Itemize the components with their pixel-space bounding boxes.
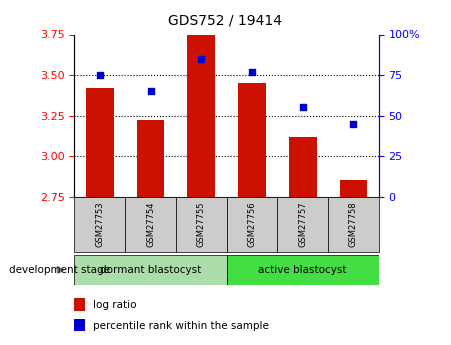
Bar bbox=[125, 197, 176, 252]
Bar bbox=[238, 83, 266, 197]
Text: dormant blastocyst: dormant blastocyst bbox=[100, 265, 201, 275]
Bar bbox=[226, 255, 379, 285]
Bar bbox=[328, 197, 379, 252]
Text: GSM27758: GSM27758 bbox=[349, 201, 358, 247]
Text: GSM27756: GSM27756 bbox=[248, 201, 257, 247]
Text: GDS752 / 19414: GDS752 / 19414 bbox=[169, 14, 282, 28]
Point bbox=[350, 121, 357, 127]
Text: GSM27755: GSM27755 bbox=[197, 201, 206, 247]
Text: development stage: development stage bbox=[9, 265, 110, 275]
Text: GSM27753: GSM27753 bbox=[95, 201, 104, 247]
Bar bbox=[137, 120, 165, 197]
Bar bbox=[340, 180, 368, 197]
Bar bbox=[226, 197, 277, 252]
Point bbox=[198, 56, 205, 61]
Text: GSM27757: GSM27757 bbox=[298, 201, 307, 247]
Bar bbox=[86, 88, 114, 197]
Bar bbox=[74, 298, 85, 310]
Bar bbox=[289, 137, 317, 197]
Point bbox=[147, 88, 154, 94]
Bar bbox=[187, 34, 215, 197]
Text: active blastocyst: active blastocyst bbox=[258, 265, 347, 275]
Point bbox=[299, 105, 306, 110]
Bar bbox=[277, 197, 328, 252]
Bar bbox=[176, 197, 226, 252]
Bar bbox=[74, 319, 85, 331]
Point bbox=[249, 69, 256, 75]
Bar bbox=[74, 255, 226, 285]
Text: log ratio: log ratio bbox=[93, 300, 136, 310]
Text: GSM27754: GSM27754 bbox=[146, 201, 155, 247]
Bar bbox=[74, 197, 125, 252]
Point bbox=[96, 72, 103, 78]
Text: percentile rank within the sample: percentile rank within the sample bbox=[93, 321, 268, 331]
